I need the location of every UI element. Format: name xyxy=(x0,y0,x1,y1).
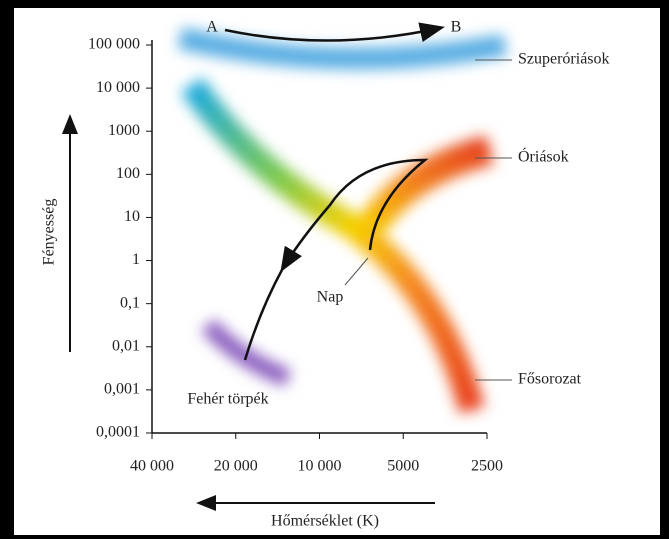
label-supergiants: Szuperóriások xyxy=(518,51,610,68)
x-tick-label: 2500 xyxy=(471,458,503,475)
sun-track xyxy=(280,158,429,273)
y-tick-label: 1000 xyxy=(108,122,140,139)
y-tick-label: 0,001 xyxy=(104,381,140,398)
y-tick-label: 0,1 xyxy=(120,294,140,311)
panel xyxy=(14,8,660,535)
label-white-dwarfs: Fehér törpék xyxy=(187,391,268,408)
label-a: A xyxy=(206,19,218,36)
y-tick-label: 10 000 xyxy=(96,79,140,96)
x-axis-label: Hőmérséklet (K) xyxy=(271,513,379,530)
y-tick-label: 1 xyxy=(132,251,140,268)
x-tick-label: 10 000 xyxy=(298,458,342,475)
supergiant-band xyxy=(177,27,507,70)
y-tick-label: 100 xyxy=(116,165,140,182)
leaders xyxy=(344,59,512,381)
label-giants: Óriások xyxy=(518,147,569,166)
x-tick-label: 5000 xyxy=(387,458,419,475)
label-main-sequence: Fősorozat xyxy=(518,371,582,388)
arc-arrow xyxy=(224,22,445,43)
y-axis-label: Fényesség xyxy=(41,199,58,266)
label-b: B xyxy=(451,19,462,36)
x-tick-label: 20 000 xyxy=(214,458,258,475)
y-tick-label: 100 000 xyxy=(88,36,140,53)
label-sun: Nap xyxy=(317,289,344,306)
white-dwarf-band xyxy=(201,318,292,387)
x-tick-label: 40 000 xyxy=(130,458,174,475)
y-tick-label: 0,01 xyxy=(112,337,140,354)
y-tick-label: 0,0001 xyxy=(96,424,140,441)
y-tick-label: 10 xyxy=(124,208,140,225)
main-sequence-band xyxy=(181,77,485,414)
sun-track-end xyxy=(243,267,285,361)
leader xyxy=(344,257,369,286)
